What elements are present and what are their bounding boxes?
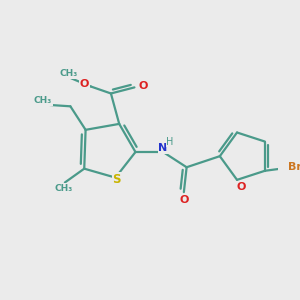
Text: S: S	[112, 172, 121, 185]
Text: O: O	[179, 195, 189, 205]
Text: N: N	[158, 143, 168, 153]
Text: CH₃: CH₃	[34, 96, 52, 105]
Text: H: H	[166, 136, 174, 146]
Text: O: O	[236, 182, 246, 192]
Text: Br: Br	[288, 162, 300, 172]
Text: O: O	[138, 81, 147, 91]
Text: CH₃: CH₃	[54, 184, 73, 193]
Text: O: O	[80, 79, 89, 89]
Text: CH₃: CH₃	[59, 69, 77, 78]
